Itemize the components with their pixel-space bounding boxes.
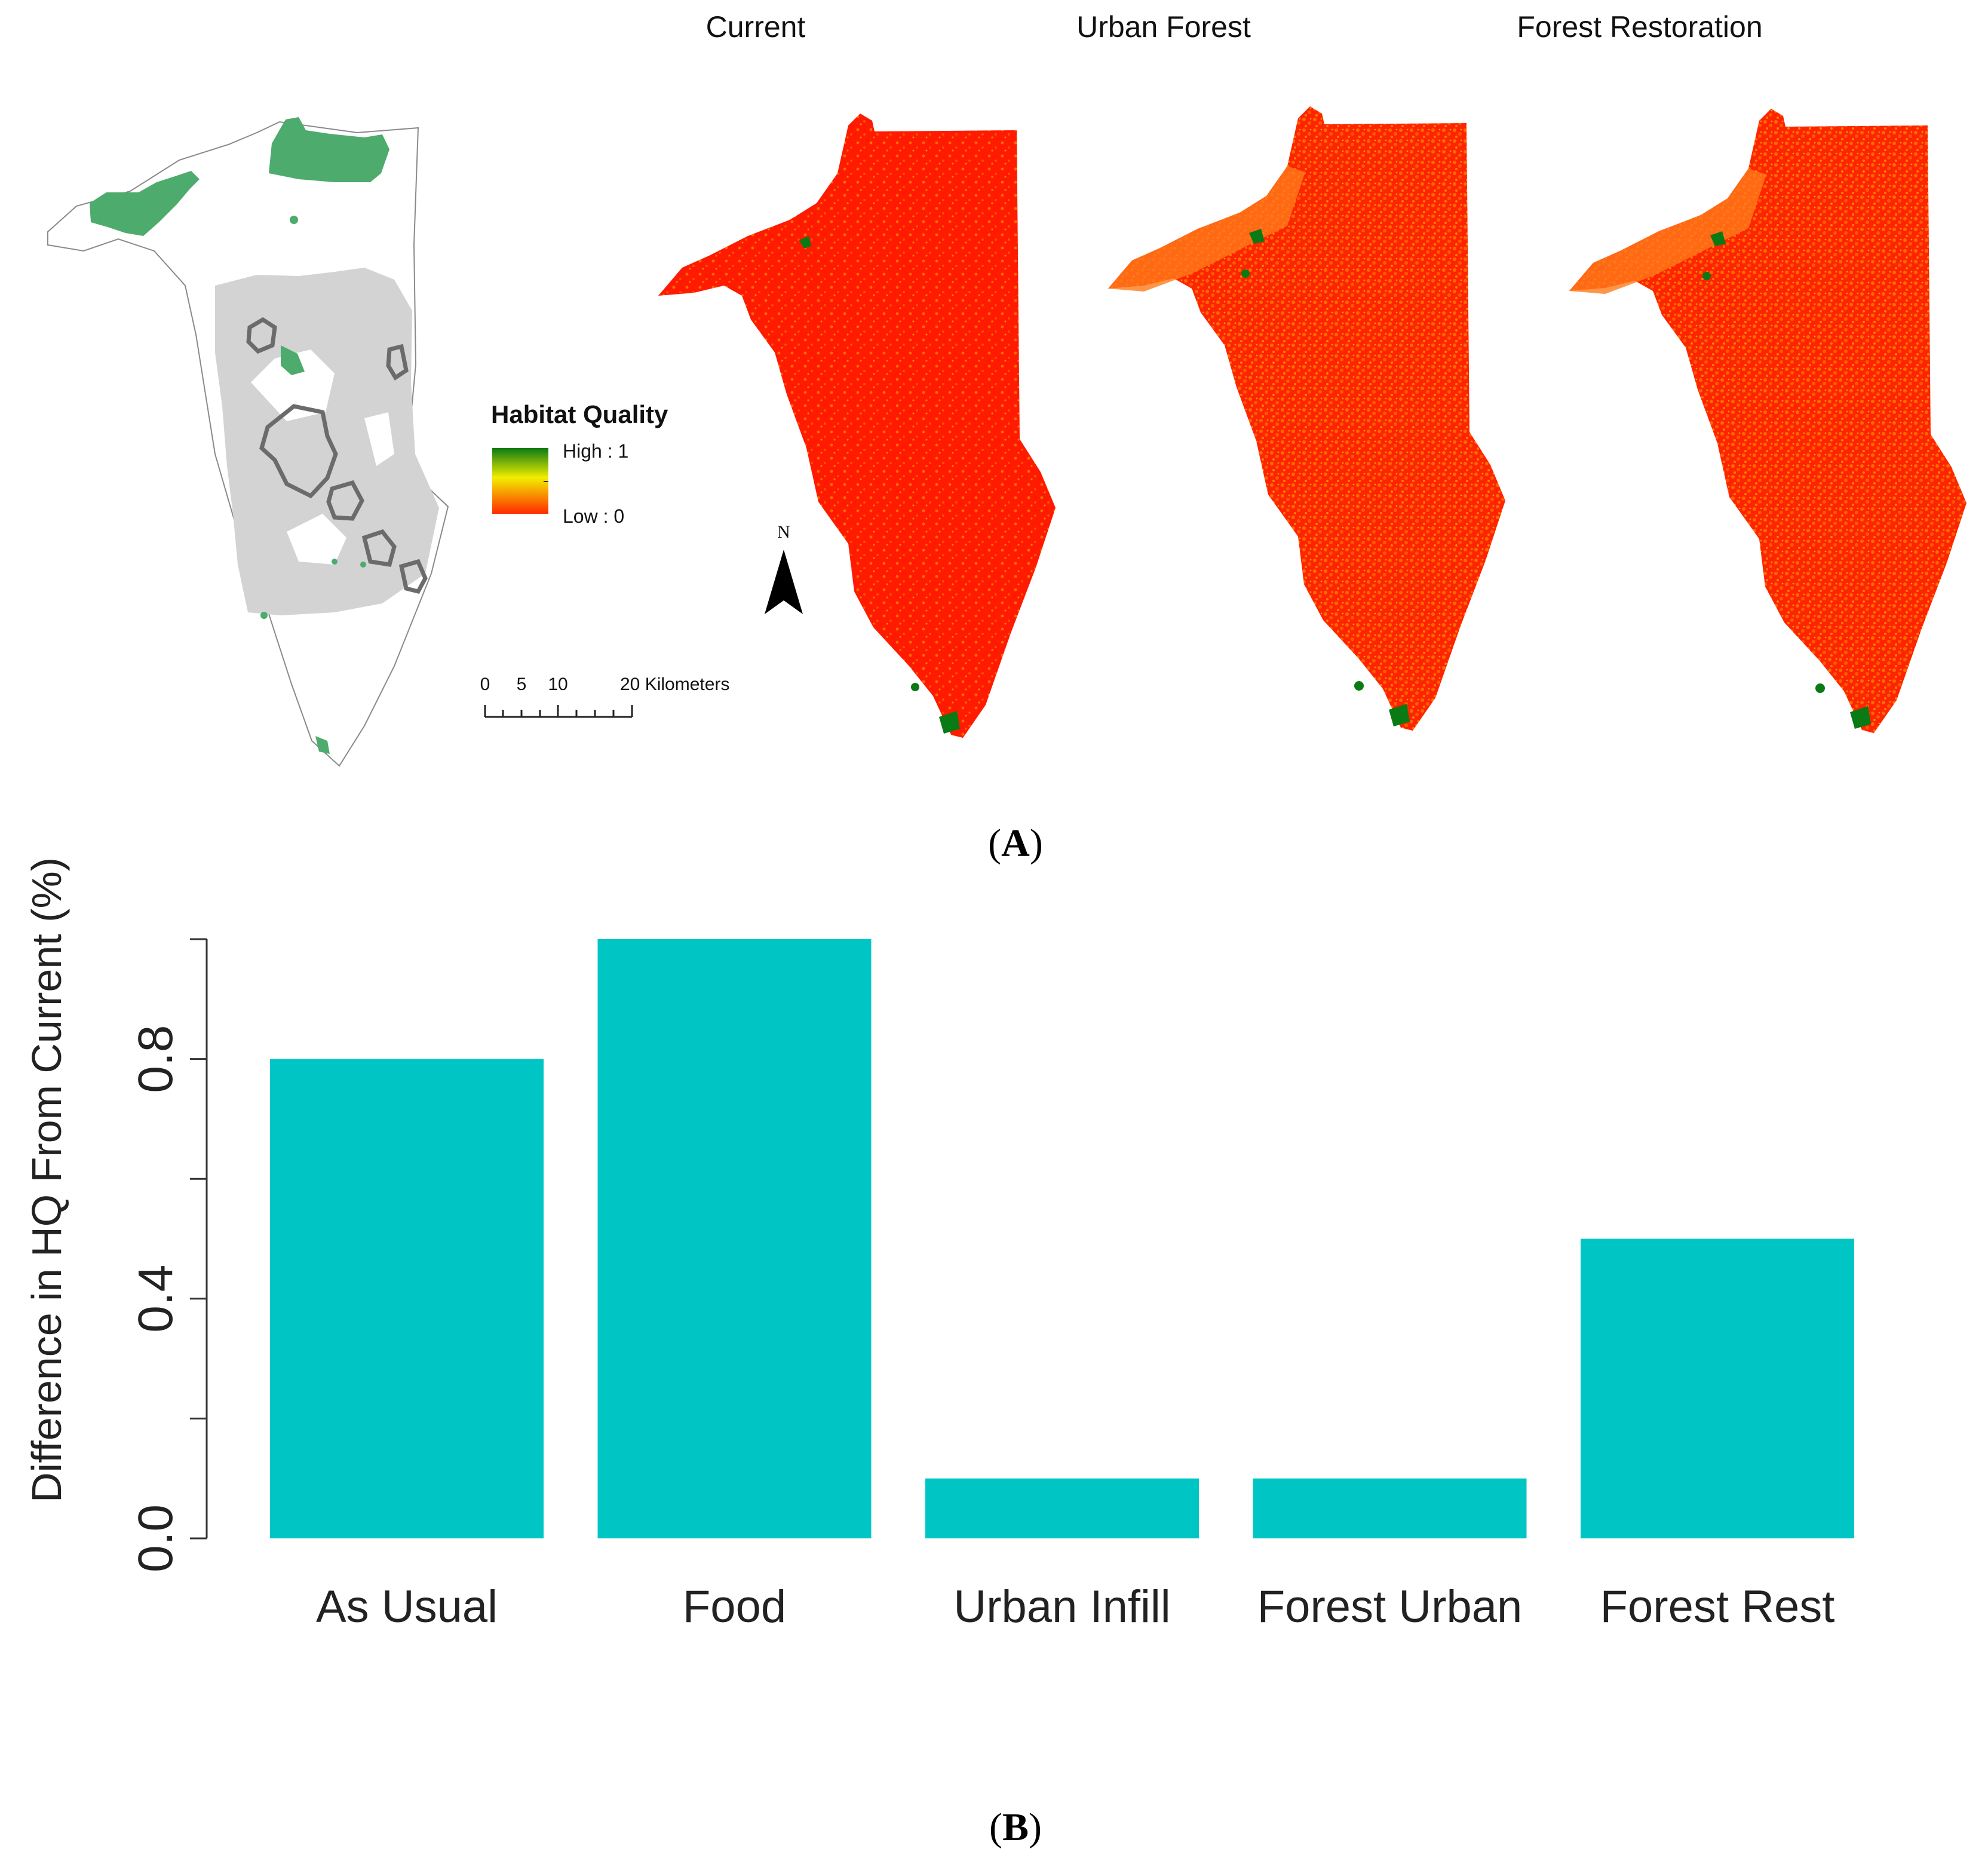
scale-tick-0: 0 xyxy=(480,674,490,694)
map-urban-forest-green-dot-1 xyxy=(1354,681,1364,691)
map-current-green-dot xyxy=(911,683,919,691)
forest-patch-south xyxy=(315,736,330,754)
scale-tick-10: 10 xyxy=(548,674,567,694)
panel-a: Current Urban Forest Forest Restoration xyxy=(47,10,1966,865)
map-urban-forest xyxy=(1108,106,1505,731)
map-title-forest-restoration: Forest Restoration xyxy=(1517,10,1762,44)
bar-chart: 0.0 0.4 0.8 As Usual Food Urban Infill Forest… xyxy=(23,857,1854,1632)
city-outline-1 xyxy=(246,317,277,354)
reference-map xyxy=(47,117,449,767)
map-current-green-patch-2 xyxy=(939,711,960,734)
map-forest-restoration-green-dot-1 xyxy=(1815,683,1825,693)
scale-bar-line xyxy=(484,705,633,718)
scale-tick-5: 5 xyxy=(517,674,527,694)
bar-as-usual xyxy=(270,1059,544,1538)
city-outline-6 xyxy=(386,344,409,381)
bar-urban-infill xyxy=(925,1478,1199,1538)
map-forest-restoration-green-dot-2 xyxy=(1702,272,1711,280)
bar-forest-urban xyxy=(1253,1478,1527,1538)
urban-hole-2 xyxy=(287,514,346,565)
urban-area xyxy=(215,268,439,615)
map-forest-restoration-green-patch-1 xyxy=(1710,231,1726,246)
city-outline-5 xyxy=(398,559,428,594)
map-forest-restoration xyxy=(1569,109,1966,733)
forest-patch-dot-3 xyxy=(332,559,338,565)
legend-low-label: Low : 0 xyxy=(563,505,624,527)
y-axis-label: Difference in HQ From Current (%) xyxy=(23,857,70,1503)
forest-patch-central xyxy=(281,345,305,375)
city-outline-2 xyxy=(259,404,338,499)
north-arrow: N xyxy=(765,522,803,614)
north-label: N xyxy=(777,522,790,542)
map-forest-restoration-orange-band xyxy=(1569,168,1766,294)
legend-high-label: High : 1 xyxy=(563,440,628,462)
scale-bar: 0 5 10 20 Kilometers xyxy=(480,674,729,718)
forest-patch-north xyxy=(269,117,389,182)
bar-forest-rest xyxy=(1581,1238,1854,1538)
forest-patch-dot-4 xyxy=(360,562,366,568)
map-title-urban-forest: Urban Forest xyxy=(1076,10,1251,44)
map-urban-forest-green-patch-1 xyxy=(1249,229,1265,244)
north-arrow-icon xyxy=(765,550,803,614)
forest-patch-dot-2 xyxy=(260,612,268,619)
y-axis-ticks: 0.0 0.4 0.8 xyxy=(128,938,207,1572)
category-label-food: Food xyxy=(683,1581,786,1632)
panel-a-letter: A xyxy=(1001,821,1030,865)
map-urban-forest-orange-band xyxy=(1108,166,1305,292)
map-urban-forest-green-patch-2 xyxy=(1389,704,1410,726)
forest-patch-northwest xyxy=(90,171,200,236)
habitat-quality-legend: Habitat Quality High : 1 Low : 0 xyxy=(491,400,668,527)
category-label-as-usual: As Usual xyxy=(316,1581,498,1632)
map-current-green-patch-1 xyxy=(799,236,811,249)
y-tick-label: 0.4 xyxy=(128,1265,183,1333)
bar-food xyxy=(597,939,872,1538)
category-label-forest-urban: Forest Urban xyxy=(1257,1581,1523,1632)
legend-gradient xyxy=(492,448,548,514)
map-forest-restoration-green-patch-2 xyxy=(1850,706,1871,729)
category-labels: As Usual Food Urban Infill Forest Urban Fore… xyxy=(316,1581,1834,1632)
category-label-urban-infill: Urban Infill xyxy=(953,1581,1170,1632)
y-tick-label: 0.0 xyxy=(128,1504,183,1572)
category-label-forest-rest: Forest Rest xyxy=(1600,1581,1835,1632)
map-current xyxy=(658,114,1056,738)
map-urban-forest-green-dot-2 xyxy=(1241,269,1250,278)
city-outline-4 xyxy=(361,529,397,567)
bars xyxy=(270,939,1854,1538)
map-title-current: Current xyxy=(706,10,806,44)
scale-end-label: 20 Kilometers xyxy=(620,674,729,694)
urban-hole-3 xyxy=(364,412,394,466)
panel-b-label: (B) xyxy=(989,1805,1042,1849)
urban-hole-1 xyxy=(251,349,335,421)
y-tick-label: 0.8 xyxy=(128,1025,183,1093)
panel-b-letter: B xyxy=(1002,1805,1029,1849)
legend-title: Habitat Quality xyxy=(491,400,668,428)
forest-patch-dot-1 xyxy=(290,216,298,224)
city-outline-3 xyxy=(326,480,364,521)
panel-a-label: (A) xyxy=(988,821,1043,865)
